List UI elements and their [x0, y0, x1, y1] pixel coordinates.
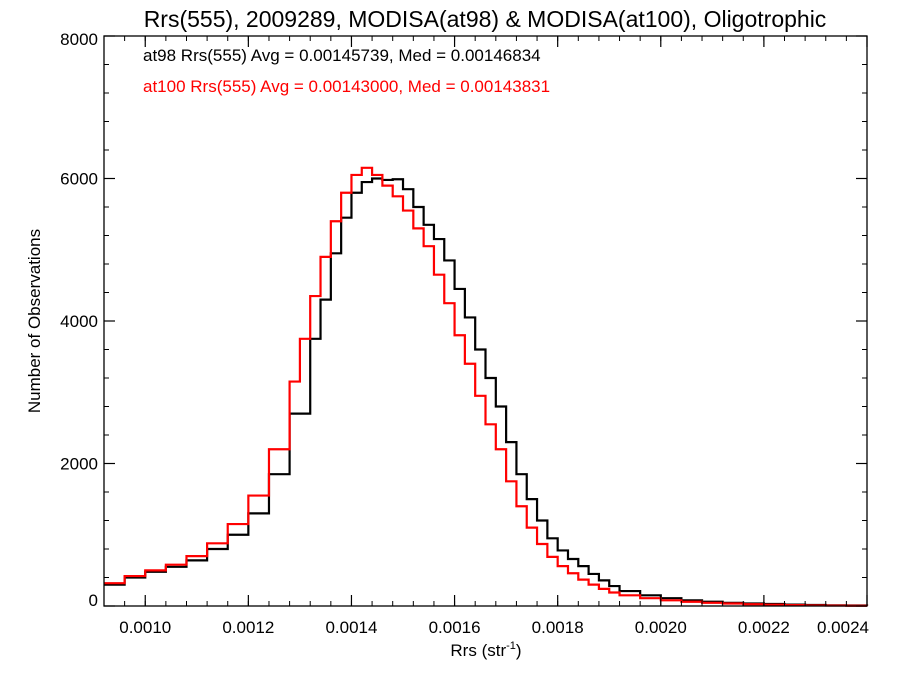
y-tick-label: 6000 [60, 170, 98, 189]
y-tick-label: 8000 [60, 30, 98, 49]
y-tick-label: 4000 [60, 312, 98, 331]
series-line-at98 [104, 177, 869, 607]
x-axis-label-close: ) [516, 641, 522, 660]
x-axis: 0.0010 0.0012 0.0014 0.0016 0.0018 0.0020 0.00… [103, 36, 869, 637]
x-tick-label: 0.0024 [817, 618, 869, 637]
x-axis-label-text: Rrs (str [450, 641, 506, 660]
chart-title: Rrs(555), 2009289, MODISA(at98) & MODISA… [144, 6, 827, 32]
y-axis: 0 2000 4000 6000 8000 [60, 30, 867, 610]
plot-frame [103, 35, 868, 607]
x-tick-label: 0.0018 [532, 618, 584, 637]
y-axis-label: Number of Observations [25, 229, 44, 413]
annotation-at98: at98 Rrs(555) Avg = 0.00145739, Med = 0.… [143, 46, 541, 65]
plot-lines [104, 166, 869, 607]
series-line-at100 [104, 166, 869, 607]
x-tick-label: 0.0022 [738, 618, 790, 637]
annotation-at100: at100 Rrs(555) Avg = 0.00143000, Med = 0… [143, 77, 550, 96]
x-axis-label-exponent: -1 [506, 640, 516, 652]
y-tick-label: 2000 [60, 455, 98, 474]
x-tick-label: 0.0014 [325, 618, 377, 637]
x-axis-label: Rrs (str-1) [450, 640, 521, 660]
y-tick-label: 0 [89, 591, 98, 610]
x-tick-label: 0.0010 [119, 618, 171, 637]
x-tick-label: 0.0016 [429, 618, 481, 637]
x-tick-label: 0.0020 [635, 618, 687, 637]
x-tick-label: 0.0012 [222, 618, 274, 637]
